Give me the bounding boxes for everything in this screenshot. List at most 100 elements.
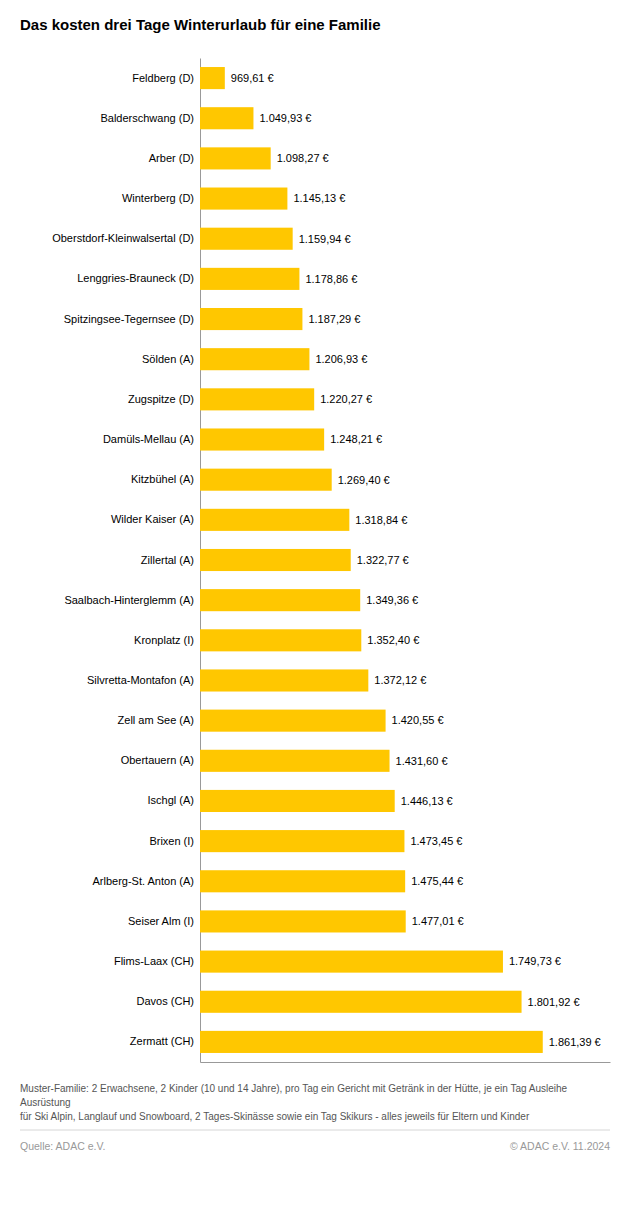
data-label: 1.420,55 € (392, 714, 444, 726)
y-tick: Arber (D) (149, 152, 200, 164)
data-label: 1.159,94 € (299, 233, 351, 245)
bar (200, 870, 405, 892)
bar (200, 509, 349, 531)
category-label: Zillertal (A) (141, 554, 194, 566)
bar (200, 348, 309, 370)
y-tick: Silvretta-Montafon (A) (87, 674, 200, 686)
bar (200, 268, 299, 290)
category-label: Davos (CH) (137, 995, 194, 1007)
category-label: Seiser Alm (I) (128, 915, 194, 927)
y-tick: Saalbach-Hinterglemm (A) (64, 594, 200, 606)
category-label: Arber (D) (149, 152, 194, 164)
y-tick: Zugspitze (D) (128, 393, 200, 405)
footnote: Muster-Familie: 2 Erwachsene, 2 Kinder (… (20, 1083, 568, 1108)
category-label: Silvretta-Montafon (A) (87, 674, 194, 686)
data-label: 1.473,45 € (410, 835, 462, 847)
bar (200, 629, 361, 651)
data-label: 1.049,93 € (259, 112, 311, 124)
data-label: 1.269,40 € (338, 474, 390, 486)
bar (200, 951, 503, 973)
data-label: 1.187,29 € (308, 313, 360, 325)
y-tick: Feldberg (D) (132, 72, 200, 84)
x-axis-line (201, 1062, 611, 1063)
y-axis: Feldberg (D) Balderschwang (D) Arber (D) Wi… (52, 59, 200, 1063)
data-label: 1.318,84 € (355, 514, 407, 526)
y-tick: Brixen (I) (149, 835, 200, 847)
category-label: Feldberg (D) (132, 72, 194, 84)
category-label: Zugspitze (D) (128, 393, 194, 405)
data-label: 1.475,44 € (411, 875, 463, 887)
y-tick: Wilder Kaiser (A) (111, 513, 200, 525)
y-tick: Zermatt (CH) (130, 1035, 200, 1047)
bar (200, 669, 368, 691)
category-label: Zermatt (CH) (130, 1035, 194, 1047)
category-label: Oberstdorf-Kleinwalsertal (D) (52, 232, 194, 244)
separator (20, 1130, 610, 1131)
bar (200, 589, 360, 611)
data-label: 969,61 € (231, 72, 274, 84)
data-label: 1.206,93 € (315, 353, 367, 365)
bar (200, 750, 390, 772)
category-label: Kitzbühel (A) (131, 473, 194, 485)
category-label: Wilder Kaiser (A) (111, 513, 194, 525)
bar (200, 710, 386, 732)
chart: Das kosten drei Tage Winterurlaub für ei… (0, 0, 630, 1212)
data-label: 1.861,39 € (549, 1036, 601, 1048)
y-tick: Oberstdorf-Kleinwalsertal (D) (52, 232, 200, 244)
y-tick: Kitzbühel (A) (131, 473, 200, 485)
source: Quelle: ADAC e.V. (20, 1140, 105, 1152)
bar (200, 910, 406, 932)
y-tick: Ischgl (A) (148, 794, 200, 806)
data-label: 1.349,36 € (366, 594, 418, 606)
category-label: Kronplatz (I) (134, 634, 194, 646)
plot: Feldberg (D) Balderschwang (D) Arber (D) Wi… (52, 59, 610, 1063)
y-tick: Spitzingsee-Tegernsee (D) (64, 313, 200, 325)
data-label: 1.446,13 € (401, 795, 453, 807)
category-label: Zell am See (A) (118, 714, 194, 726)
data-label: 1.220,27 € (320, 393, 372, 405)
data-label: 1.352,40 € (367, 634, 419, 646)
y-tick: Flims-Laax (CH) (114, 955, 200, 967)
data-label: 1.322,77 € (357, 554, 409, 566)
y-tick: Balderschwang (D) (100, 112, 200, 124)
y-tick: Sölden (A) (142, 353, 200, 365)
footnote: für Ski Alpin, Langlauf und Snowboard, 2… (20, 1111, 530, 1122)
bar (200, 469, 332, 491)
category-label: Ischgl (A) (148, 794, 194, 806)
bar (200, 228, 293, 250)
x-axis (201, 1062, 611, 1063)
data-label: 1.477,01 € (412, 915, 464, 927)
data-label: 1.145,13 € (293, 192, 345, 204)
bar (200, 107, 253, 129)
category-label: Arlberg-St. Anton (A) (93, 875, 195, 887)
category-label: Damüls-Mellau (A) (103, 433, 194, 445)
y-tick: Kronplatz (I) (134, 634, 200, 646)
category-label: Sölden (A) (142, 353, 194, 365)
data-label: 1.248,21 € (330, 433, 382, 445)
bars (200, 67, 543, 1053)
category-label: Obertauern (A) (121, 754, 194, 766)
category-label: Winterberg (D) (122, 192, 194, 204)
bar (200, 188, 287, 210)
bar (200, 388, 314, 410)
y-tick: Obertauern (A) (121, 754, 200, 766)
y-tick: Zillertal (A) (141, 554, 200, 566)
bar (200, 790, 395, 812)
y-tick: Zell am See (A) (118, 714, 200, 726)
data-label: 1.801,92 € (528, 996, 580, 1008)
data-label: 1.431,60 € (396, 755, 448, 767)
y-tick: Winterberg (D) (122, 192, 200, 204)
data-label: 1.098,27 € (277, 152, 329, 164)
data-label: 1.178,86 € (305, 273, 357, 285)
y-tick: Damüls-Mellau (A) (103, 433, 200, 445)
title: Das kosten drei Tage Winterurlaub für ei… (20, 16, 381, 33)
category-label: Brixen (I) (149, 835, 194, 847)
bar (200, 1031, 543, 1053)
bar (200, 991, 522, 1013)
data-label: 1.372,12 € (374, 674, 426, 686)
bar (200, 428, 324, 450)
bar (200, 67, 225, 89)
background (0, 0, 630, 1212)
bar (200, 549, 351, 571)
category-label: Saalbach-Hinterglemm (A) (64, 594, 194, 606)
